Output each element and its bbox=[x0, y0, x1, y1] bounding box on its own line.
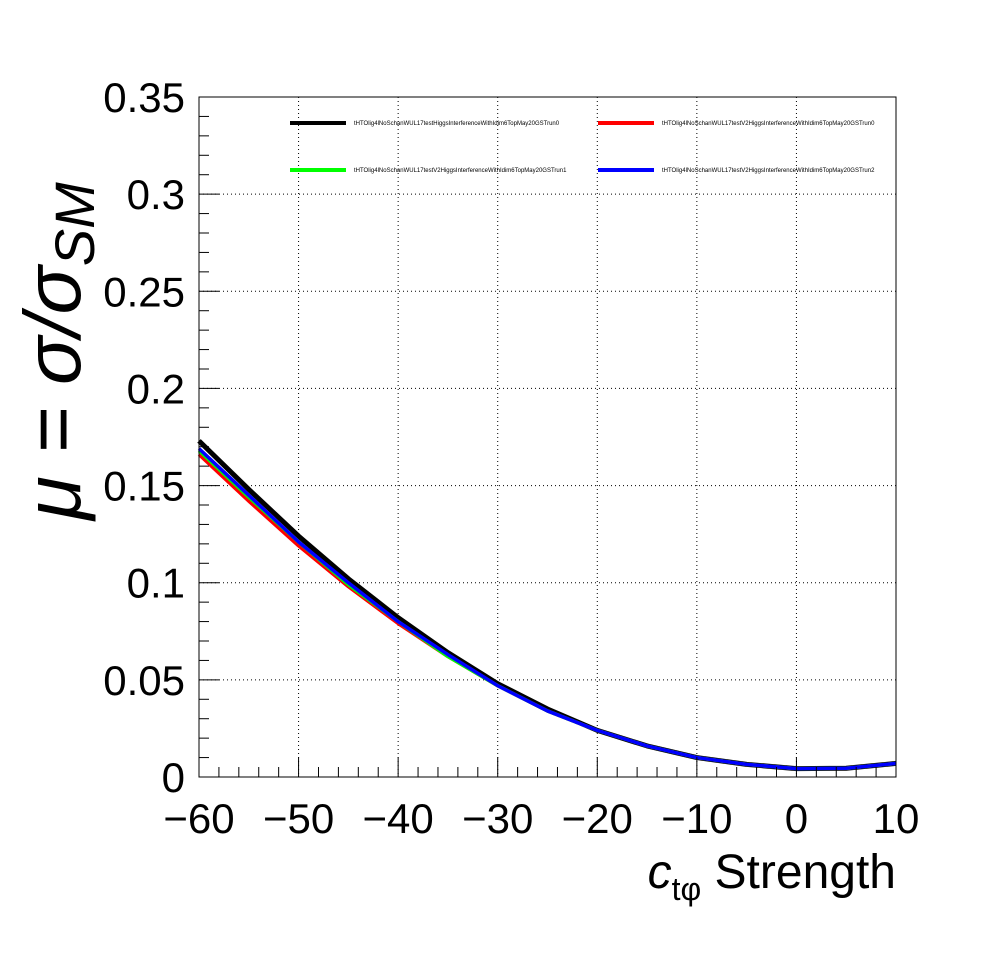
y-tick-label: 0.3 bbox=[127, 171, 185, 218]
legend-label: tHTOlig4lNoSchanWUL17testV2HiggsInterfer… bbox=[662, 168, 875, 174]
series-layer bbox=[197, 439, 897, 772]
x-axis-title-main: c bbox=[648, 846, 672, 899]
x-axis-title-suffix: Strength bbox=[701, 846, 896, 899]
x-axis-title-subscript: tφ bbox=[672, 871, 702, 907]
y-tick-label: 0.2 bbox=[127, 365, 185, 412]
x-tick-label: −10 bbox=[661, 795, 732, 842]
y-axis-title-main: μ = σ/σ bbox=[8, 264, 97, 522]
legend-label: tHTOlig4lNoSchanWUL17testHiggsInterferen… bbox=[354, 121, 560, 127]
x-tick-label: 0 bbox=[785, 795, 808, 842]
grid bbox=[199, 97, 896, 777]
y-axis-title-subscript: SM bbox=[43, 182, 106, 266]
plot-frame bbox=[198, 96, 897, 778]
legend-label: tHTOlig4lNoSchanWUL17testV2HiggsInterfer… bbox=[662, 121, 875, 127]
axes: −60 −50 −40 −30 −20 −10 0 10 0 0.05 0.1 0.15 0.2 0.25… bbox=[103, 74, 919, 842]
legend: tHTOlig4lNoSchanWUL17testHiggsInterferen… bbox=[290, 121, 875, 174]
x-tick-label: 10 bbox=[873, 795, 920, 842]
y-tick-label: 0.25 bbox=[103, 268, 185, 315]
y-tick-label: 0.15 bbox=[103, 463, 185, 510]
x-tick-label: −60 bbox=[163, 795, 234, 842]
y-tick-label: 0.35 bbox=[103, 74, 185, 121]
x-tick-label: −20 bbox=[562, 795, 633, 842]
x-tick-label: −30 bbox=[462, 795, 533, 842]
x-tick-label: −50 bbox=[263, 795, 334, 842]
y-tick-label: 0.1 bbox=[127, 560, 185, 607]
y-tick-label: 0.05 bbox=[103, 657, 185, 704]
x-axis-title: ctφ Strength bbox=[648, 846, 896, 907]
legend-label: tHTOlig4lNoSchanWUL17testV2HiggsInterfer… bbox=[354, 168, 567, 174]
y-tick-label: 0 bbox=[162, 754, 185, 801]
y-axis-title: μ = σ/σSM bbox=[8, 182, 106, 522]
x-tick-label: −40 bbox=[363, 795, 434, 842]
